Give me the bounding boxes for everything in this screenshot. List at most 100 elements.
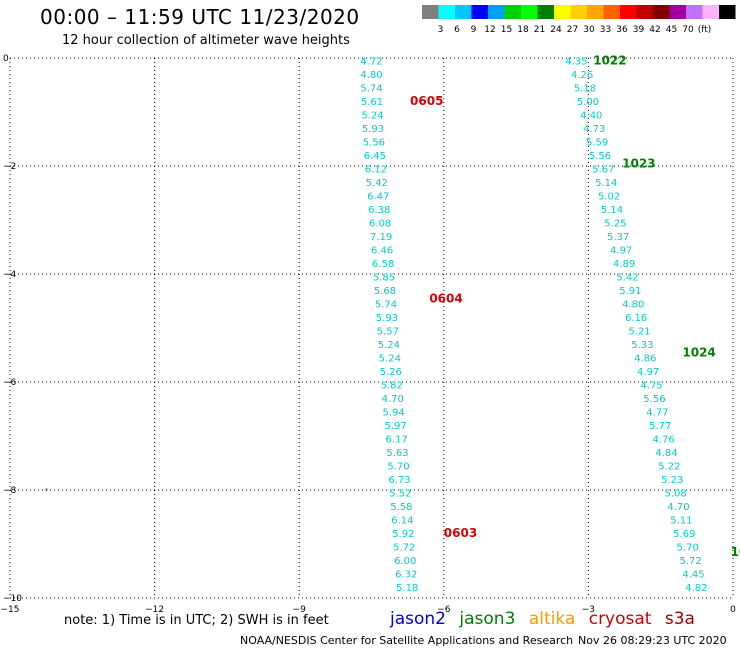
wave-height-label: 4.72 bbox=[360, 57, 382, 68]
wave-height-label: 4.80 bbox=[622, 300, 644, 311]
scale-swatch bbox=[653, 5, 670, 19]
wave-height-label: 6.46 bbox=[371, 246, 393, 257]
wave-height-label: 5.37 bbox=[607, 232, 629, 243]
wave-height-label: 4.76 bbox=[652, 435, 674, 446]
credit-line: NOAA/NESDIS Center for Satellite Applica… bbox=[240, 634, 574, 647]
wave-height-label: 5.08 bbox=[665, 489, 687, 500]
x-tick-label: 0 bbox=[730, 605, 736, 615]
wave-height-color-scale: 3 6 9 12 15 18 21 24 27 30 33 36 39 42 45 70 (ft) bbox=[422, 5, 736, 35]
wave-height-label: 5.72 bbox=[679, 556, 701, 567]
wave-height-label: 5.68 bbox=[374, 286, 396, 297]
scale-tick-label: 12 bbox=[484, 25, 495, 35]
scale-swatch bbox=[521, 5, 538, 19]
y-tick-label: −4 bbox=[3, 270, 17, 280]
wave-height-label: 4.86 bbox=[634, 354, 656, 365]
wave-height-label: 5.92 bbox=[392, 529, 414, 540]
wave-height-label: 5.77 bbox=[649, 421, 671, 432]
scale-swatch bbox=[636, 5, 653, 19]
wave-height-label: 5.85 bbox=[373, 273, 395, 284]
wave-height-label: 5.82 bbox=[381, 381, 403, 392]
wave-height-label: 5.24 bbox=[379, 354, 401, 365]
station-marker: ◦ bbox=[44, 486, 49, 496]
wave-height-label: 5.52 bbox=[389, 489, 411, 500]
wave-height-label: 5.72 bbox=[393, 543, 415, 554]
x-tick-label: −15 bbox=[1, 605, 20, 615]
wave-height-label: 4.82 bbox=[685, 583, 707, 594]
wave-height-label: 7.19 bbox=[370, 232, 392, 243]
wave-height-label: 4.35 bbox=[565, 57, 587, 68]
wave-height-label: 5.93 bbox=[376, 313, 398, 324]
scale-tick-label: 18 bbox=[517, 25, 529, 35]
scale-tick-label: 70 bbox=[682, 25, 694, 35]
wave-height-label: 6.08 bbox=[369, 219, 391, 230]
wave-height-label: 4.84 bbox=[655, 448, 677, 459]
scale-swatch bbox=[422, 5, 439, 19]
x-tick-label: −6 bbox=[437, 605, 451, 615]
footer-note: note: 1) Time is in UTC; 2) SWH is in fe… bbox=[64, 613, 329, 628]
pass-time-label: 0602 bbox=[453, 618, 486, 620]
scale-swatch bbox=[587, 5, 604, 19]
chart-subtitle: 12 hour collection of altimeter wave hei… bbox=[62, 33, 350, 48]
wave-height-label: 5.42 bbox=[366, 178, 388, 189]
scale-tick-label: 15 bbox=[501, 25, 512, 35]
satellite-cryosat: cryosat bbox=[588, 609, 652, 629]
wave-height-label: 5.59 bbox=[586, 138, 608, 149]
wave-height-label: 4.97 bbox=[610, 246, 632, 257]
scale-swatch bbox=[686, 5, 703, 19]
wave-height-label: 5.58 bbox=[390, 502, 412, 513]
scale-tick-label: 33 bbox=[600, 25, 611, 35]
satellite-altika: altika bbox=[528, 609, 576, 629]
scale-tick-label: (ft) bbox=[698, 25, 712, 35]
wave-height-label: 4.45 bbox=[682, 570, 704, 581]
generated-timestamp: Nov 26 08:29:23 UTC 2020 bbox=[578, 634, 727, 647]
wave-height-label: 5.23 bbox=[661, 475, 683, 486]
wave-height-label: 5.42 bbox=[616, 273, 638, 284]
x-tick-label: −12 bbox=[145, 605, 164, 615]
wave-height-label: 5.11 bbox=[670, 516, 692, 527]
wave-height-label: 5.14 bbox=[595, 178, 617, 189]
wave-height-label: 4.26 bbox=[571, 70, 593, 81]
wave-height-label: 4.73 bbox=[583, 124, 605, 135]
wave-height-label: 6.12 bbox=[365, 165, 387, 176]
wave-height-label: 5.00 bbox=[577, 97, 599, 108]
wave-height-label: 5.25 bbox=[604, 219, 626, 230]
altimeter-track: 4.72 4.80 5.74 5.61 5.24 5.93 5.56 6.45 6.12 5.42… bbox=[360, 57, 486, 620]
scale-swatch bbox=[719, 5, 736, 19]
wave-height-label: 5.56 bbox=[363, 138, 385, 149]
satellite-s3a: s3a bbox=[664, 609, 695, 629]
satellite-legend: jason2 jason3 altika cryosat s3a bbox=[390, 609, 703, 629]
wave-height-label: 6.58 bbox=[372, 259, 394, 270]
wave-height-label: 5.61 bbox=[361, 97, 383, 108]
wave-height-label: 6.73 bbox=[388, 475, 410, 486]
scale-swatch bbox=[570, 5, 587, 19]
wave-height-label: 5.67 bbox=[592, 165, 614, 176]
wave-height-label: 6.38 bbox=[368, 205, 390, 216]
scale-tick-label: 9 bbox=[471, 25, 477, 35]
wave-height-label: 5.26 bbox=[380, 367, 402, 378]
y-tick-label: −8 bbox=[3, 486, 17, 496]
wave-height-label: 5.21 bbox=[628, 327, 650, 338]
satellite-jason3: jason3 bbox=[459, 609, 516, 629]
wave-height-label: 4.97 bbox=[637, 367, 659, 378]
wave-height-label: 6.32 bbox=[395, 570, 417, 581]
wave-height-plot: −15 −12 −9 −6 −3 0 0 −2 −4 −6 −8 −10 ◦ 4.72 4.80 5.74 5.… bbox=[1, 54, 740, 620]
scale-swatch bbox=[537, 5, 554, 19]
scale-tick-label: 36 bbox=[616, 25, 628, 35]
wave-height-label: 4.80 bbox=[360, 70, 382, 81]
scale-swatch bbox=[702, 5, 719, 19]
wave-height-label: 5.18 bbox=[574, 84, 596, 95]
scale-swatch bbox=[488, 5, 505, 19]
scale-tick-label: 21 bbox=[534, 25, 545, 35]
x-tick-label: −3 bbox=[582, 605, 595, 615]
wave-height-label: 5.91 bbox=[619, 286, 641, 297]
scale-tick-label: 30 bbox=[583, 25, 595, 35]
pass-time-label: 0604 bbox=[429, 291, 462, 305]
pass-time-label: 1022 bbox=[593, 54, 626, 68]
pass-time-label: 1023 bbox=[622, 156, 655, 170]
wave-height-label: 5.74 bbox=[375, 300, 397, 311]
scale-tick-label: 3 bbox=[438, 25, 444, 35]
scale-tick-label: 6 bbox=[454, 25, 460, 35]
scale-swatch bbox=[620, 5, 637, 19]
pass-time-label: 0603 bbox=[444, 526, 477, 540]
pass-time-label: 1024 bbox=[682, 345, 715, 359]
